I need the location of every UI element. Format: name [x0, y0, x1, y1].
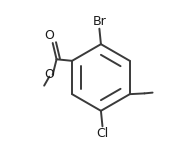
Text: Cl: Cl	[96, 127, 109, 140]
Text: O: O	[44, 29, 54, 42]
Text: Br: Br	[92, 15, 106, 28]
Text: O: O	[44, 68, 54, 80]
